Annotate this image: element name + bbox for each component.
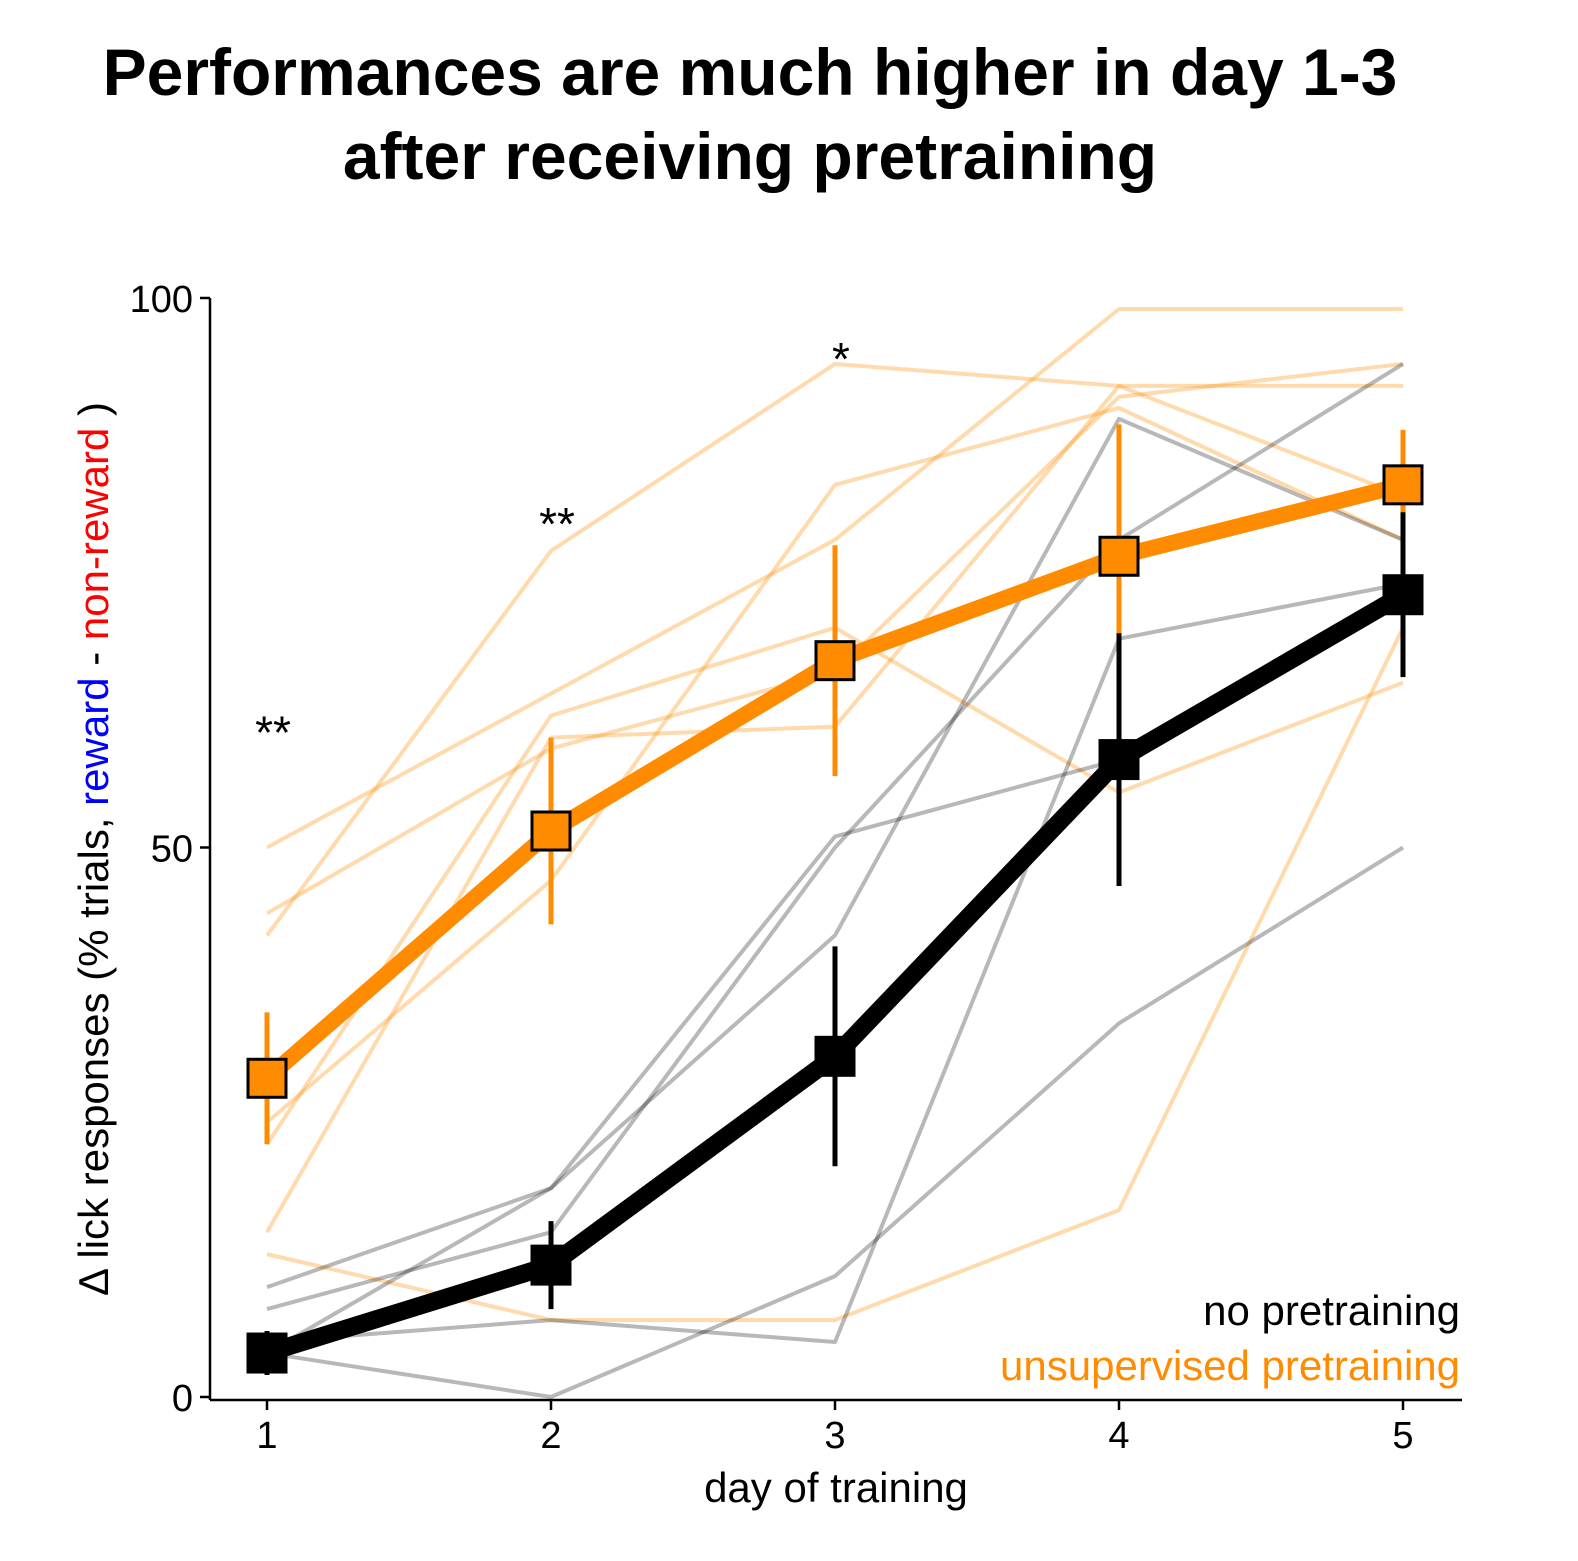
marker-pretraining-day-5: [1382, 464, 1424, 506]
individual-line-no-pretraining-3: [266, 362, 1405, 1312]
y-axis-label-part-1: Δ lick responses (% trials,: [70, 806, 117, 1296]
y-tick-label-0: 0: [172, 1378, 193, 1420]
y-axis-label-part-4: non-reward: [70, 428, 117, 640]
x-tick-label-3: 3: [824, 1415, 845, 1457]
mean-lines-layer: [246, 424, 1424, 1376]
individual-line-no-pretraining-2: [266, 581, 1404, 1345]
marker-no-pretraining-day-5: [1382, 574, 1424, 616]
y-axis-label: Δ lick responses (% trials, reward - non…: [70, 402, 117, 1296]
marker-no-pretraining-day-3: [814, 1035, 856, 1077]
chart-title-line-1: Performances are much higher in day 1-3: [102, 35, 1398, 109]
marker-no-pretraining-day-2: [530, 1244, 572, 1286]
chart-title-line-2: after receiving pretraining: [342, 119, 1158, 193]
marker-no-pretraining-day-4: [1098, 739, 1140, 781]
marker-pretraining-day-2: [530, 810, 572, 852]
individual-lines-layer: [265, 306, 1405, 1399]
y-axis-label-part-5: ): [70, 402, 117, 428]
y-tick-label-100: 100: [130, 279, 193, 321]
y-axis-label-part-3: -: [70, 640, 117, 677]
significance-mark-day-1: **: [255, 707, 291, 759]
y-axis-label-part-2: reward: [70, 677, 117, 805]
x-tick-label-5: 5: [1392, 1415, 1413, 1457]
legend-unsupervised-pretraining: unsupervised pretraining: [1000, 1342, 1460, 1389]
marker-pretraining-day-4: [1098, 535, 1140, 577]
individual-line-no-pretraining-1: [266, 845, 1405, 1399]
significance-mark-day-2: **: [539, 498, 575, 550]
x-tick-label-2: 2: [540, 1415, 561, 1457]
individual-line-no-pretraining-5: [266, 416, 1404, 1289]
individual-line-pretraining-4: [265, 405, 1404, 1124]
chart-title: Performances are much higher in day 1-3 …: [0, 30, 1500, 198]
annotations-layer: *****: [255, 333, 850, 759]
significance-mark-day-3: *: [832, 333, 850, 385]
legend: no pretraining unsupervised pretraining: [1000, 1287, 1460, 1389]
legend-no-pretraining: no pretraining: [1203, 1287, 1460, 1334]
marker-no-pretraining-day-1: [246, 1332, 288, 1374]
tick-layer: 0 50 100 1 2 3 4 5: [130, 279, 1414, 1457]
y-tick-label-50: 50: [151, 829, 193, 871]
individual-line-pretraining-1: [266, 306, 1403, 850]
x-tick-label-1: 1: [256, 1415, 277, 1457]
x-axis-label: day of training: [704, 1464, 968, 1511]
individual-line-pretraining-2: [265, 361, 1403, 937]
marker-pretraining-day-1: [246, 1057, 288, 1099]
x-tick-label-4: 4: [1108, 1415, 1129, 1457]
marker-pretraining-day-3: [814, 640, 856, 682]
